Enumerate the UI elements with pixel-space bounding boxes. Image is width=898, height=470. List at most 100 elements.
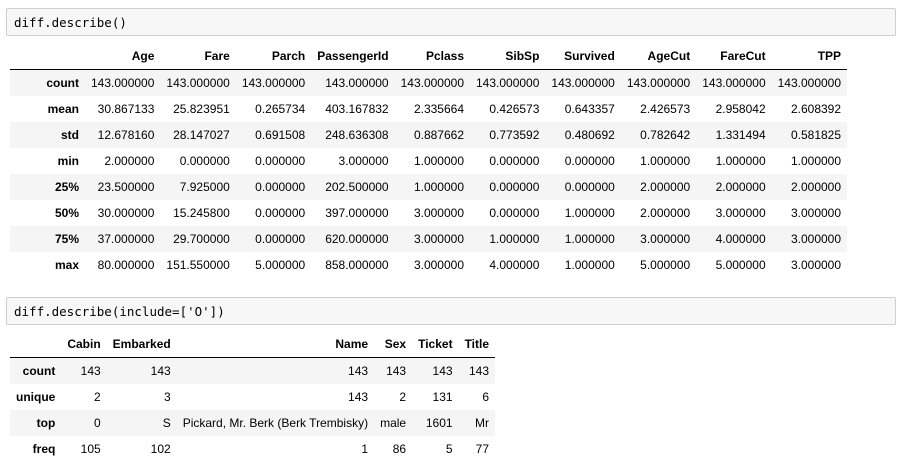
- row-index: top: [36, 416, 56, 430]
- table-cell: 3.000000: [338, 154, 389, 168]
- table-cell: 143.000000: [91, 76, 155, 90]
- table-cell: 143.000000: [702, 76, 766, 90]
- row-index: unique: [16, 390, 56, 404]
- code-text-1[interactable]: diff.describe(): [14, 15, 127, 30]
- table-cell: 143: [80, 364, 101, 378]
- table-cell: 151.550000: [166, 258, 230, 272]
- table-row: 50% 30.000000 15.245800 0.000000 397.000000 3…: [10, 200, 847, 226]
- table-cell: 5.000000: [640, 258, 691, 272]
- column-header: Fare: [160, 43, 236, 70]
- table-row: count 143 143 143 143 143 143: [10, 357, 496, 384]
- table-cell: 143.000000: [400, 76, 464, 90]
- table-cell: 0.691508: [255, 128, 306, 142]
- table-cell: 143.000000: [166, 76, 230, 90]
- table-cell: 5.000000: [255, 258, 306, 272]
- table-cell: 0.000000: [255, 206, 306, 220]
- table-cell: 2.426573: [640, 102, 691, 116]
- table-cell: 2.958042: [715, 102, 766, 116]
- table-cell: 0.000000: [255, 232, 306, 246]
- table-cell: S: [162, 416, 171, 430]
- table-cell: 1601: [425, 416, 453, 430]
- table-cell: 403.167832: [325, 102, 389, 116]
- table-cell: 0.426573: [489, 102, 540, 116]
- code-cell-1[interactable]: diff.describe(): [6, 8, 896, 36]
- table-cell: 2: [93, 390, 101, 404]
- table-cell: 143: [432, 364, 453, 378]
- table-row: 75% 37.000000 29.700000 0.000000 620.000000 3…: [10, 226, 848, 252]
- table-cell: 1.000000: [564, 258, 615, 272]
- table-cell: male: [380, 416, 407, 430]
- table-cell: 858.000000: [325, 258, 389, 272]
- table-cell: 15.245800: [173, 206, 230, 220]
- table-cell: 143.000000: [476, 76, 540, 90]
- table-cell: 1.331494: [715, 128, 766, 142]
- table-cell: 248.636308: [325, 128, 389, 142]
- table-cell: 1: [361, 442, 369, 456]
- column-header: Sex: [374, 331, 413, 358]
- column-header: AgeCut: [620, 43, 697, 70]
- table-cell: 143.000000: [325, 76, 389, 90]
- table-cell: 105: [80, 442, 101, 456]
- table-cell: Pickard, Mr. Berk (Berk Trembisky): [182, 416, 369, 430]
- table-cell: 4.000000: [715, 232, 766, 246]
- table-cell: 143.000000: [551, 76, 615, 90]
- column-header: PassengerId: [311, 43, 395, 70]
- table-cell: 2.000000: [104, 154, 155, 168]
- table-cell: 3.000000: [790, 258, 842, 272]
- table-cell: 2.608392: [790, 102, 842, 116]
- table-cell: 0.000000: [179, 154, 230, 168]
- table-cell: 620.000000: [325, 232, 389, 246]
- index-header: [10, 331, 62, 358]
- table-cell: 30.867133: [97, 102, 155, 116]
- row-index: max: [54, 258, 79, 272]
- table-cell: 0: [93, 416, 101, 430]
- table-cell: 2.000000: [640, 180, 691, 194]
- table-cell: 3.000000: [413, 232, 464, 246]
- table-cell: 12.678160: [97, 128, 155, 142]
- table-cell: 37.000000: [97, 232, 155, 246]
- table-cell: 3.000000: [413, 206, 464, 220]
- table-row: count 143.000000 143.000000 143.000000 143.0…: [10, 69, 848, 96]
- column-header: Name: [176, 331, 375, 358]
- describe-object-table: Cabin Embarked Name Sex Ticket Title count 143…: [10, 331, 496, 462]
- column-header: Survived: [545, 43, 621, 70]
- table-cell: 5: [445, 442, 453, 456]
- table-cell: 143: [348, 390, 369, 404]
- column-header: Age: [85, 43, 161, 70]
- table-cell: 28.147027: [173, 128, 230, 142]
- table-cell: 143: [348, 364, 369, 378]
- table-cell: 0.887662: [413, 128, 464, 142]
- table-cell: 2.000000: [715, 180, 766, 194]
- row-index: 25%: [54, 180, 79, 194]
- table-cell: 1.000000: [790, 154, 842, 168]
- table-cell: 25.823951: [173, 102, 230, 116]
- table-cell: 3.000000: [640, 232, 691, 246]
- row-index: 75%: [54, 232, 79, 246]
- column-header: Cabin: [61, 331, 107, 358]
- column-header: Ticket: [412, 331, 459, 358]
- table-cell: 30.000000: [97, 206, 155, 220]
- table-row: 25% 23.500000 7.925000 0.000000 202.500000 1.…: [10, 174, 848, 200]
- table-cell: 3: [164, 390, 171, 404]
- table-cell: 2.335664: [413, 102, 464, 116]
- table-cell: 0.480692: [564, 128, 615, 142]
- table-cell: 143: [150, 364, 171, 378]
- table-row: max 80.000000 151.550000 5.000000 858.000000…: [10, 252, 847, 278]
- code-text-2[interactable]: diff.describe(include=['O']): [14, 304, 225, 319]
- table-cell: 202.500000: [325, 180, 389, 194]
- table-row: unique 2 3 143 2 131 6: [10, 384, 495, 410]
- table-cell: 143: [468, 364, 490, 378]
- table-cell: 3.000000: [413, 258, 464, 272]
- row-index: 50%: [54, 206, 79, 220]
- table-cell: 6: [482, 390, 490, 404]
- table-cell: 1.000000: [413, 180, 464, 194]
- index-header: [10, 43, 85, 70]
- table-cell: 5.000000: [715, 258, 766, 272]
- table-cell: 0.000000: [564, 180, 615, 194]
- column-header: Pclass: [394, 43, 470, 70]
- code-cell-2[interactable]: diff.describe(include=['O']): [6, 297, 896, 325]
- table-cell: Mr: [475, 416, 490, 430]
- table-row: min 2.000000 0.000000 0.000000 3.000000 1.000…: [10, 148, 847, 174]
- table-cell: 131: [432, 390, 453, 404]
- table-cell: 2.000000: [640, 206, 691, 220]
